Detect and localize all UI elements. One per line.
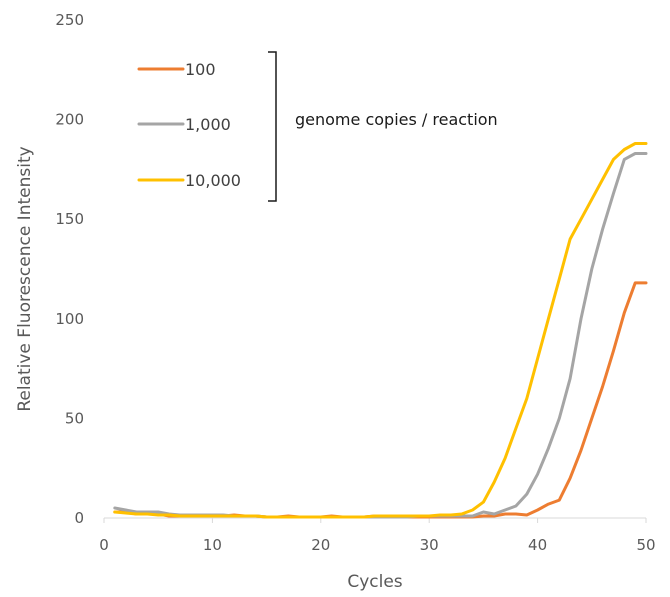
legend-annotation: genome copies / reaction [295, 110, 498, 129]
x-tick-label: 20 [311, 536, 330, 554]
legend-label: 10,000 [185, 171, 241, 190]
y-tick-label: 200 [55, 111, 84, 129]
legend-label: 1,000 [185, 115, 231, 134]
x-tick-label: 10 [203, 536, 222, 554]
legend-bracket [268, 51, 277, 202]
series-line-100 [113, 281, 648, 519]
y-axis-tick-labels: 0 50 100 150 200 250 [55, 11, 84, 527]
x-tick-label: 0 [99, 536, 109, 554]
legend-label: 100 [185, 60, 216, 79]
x-axis-tick-labels: 0 10 20 30 40 50 [99, 536, 655, 554]
x-tick-label: 50 [636, 536, 655, 554]
y-tick-label: 250 [55, 11, 84, 29]
y-tick-label: 0 [74, 509, 84, 527]
series-line-1000 [113, 152, 648, 519]
series-lines [113, 142, 648, 519]
y-tick-label: 100 [55, 310, 84, 328]
y-tick-label: 150 [55, 210, 84, 228]
y-tick-label: 50 [65, 409, 84, 427]
y-axis-title: Relative Fluorescence Intensity [15, 146, 35, 411]
legend: 100 1,000 10,000 [137, 60, 241, 190]
x-axis-title: Cycles [347, 572, 402, 592]
x-tick-label: 40 [528, 536, 547, 554]
x-tick-label: 30 [420, 536, 439, 554]
series-line-10000 [113, 142, 648, 519]
x-axis-ticks [103, 518, 647, 523]
